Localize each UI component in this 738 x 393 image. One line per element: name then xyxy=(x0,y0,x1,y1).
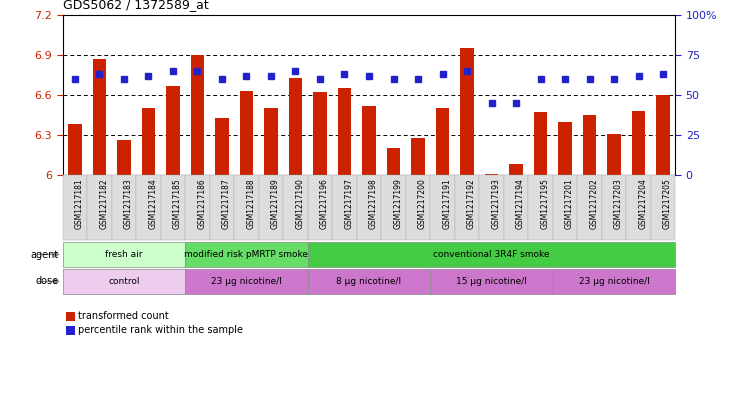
Bar xyxy=(210,175,234,240)
Bar xyxy=(68,124,82,175)
Bar xyxy=(289,78,303,175)
Text: GSM1217194: GSM1217194 xyxy=(516,178,525,229)
Bar xyxy=(137,175,161,240)
Bar xyxy=(259,175,283,240)
Bar xyxy=(313,92,327,175)
Bar xyxy=(308,242,675,267)
Text: GSM1217191: GSM1217191 xyxy=(443,178,452,229)
Text: GSM1217183: GSM1217183 xyxy=(124,178,133,229)
Bar xyxy=(504,175,528,240)
Bar xyxy=(356,175,382,240)
Text: control: control xyxy=(108,277,139,286)
Bar xyxy=(283,175,308,240)
Text: 23 μg nicotine/l: 23 μg nicotine/l xyxy=(211,277,282,286)
Text: modified risk pMRTP smoke: modified risk pMRTP smoke xyxy=(184,250,308,259)
Text: GSM1217188: GSM1217188 xyxy=(246,178,255,229)
Text: GSM1217196: GSM1217196 xyxy=(320,178,329,229)
Bar xyxy=(577,175,601,240)
Text: GSM1217201: GSM1217201 xyxy=(565,178,574,229)
Text: 8 μg nicotine/l: 8 μg nicotine/l xyxy=(337,277,401,286)
Text: conventional 3R4F smoke: conventional 3R4F smoke xyxy=(433,250,550,259)
Bar xyxy=(142,108,155,175)
Bar xyxy=(534,112,548,175)
Text: GSM1217192: GSM1217192 xyxy=(467,178,476,229)
Bar xyxy=(161,175,185,240)
Bar xyxy=(607,134,621,175)
Text: GSM1217189: GSM1217189 xyxy=(271,178,280,229)
Text: GSM1217185: GSM1217185 xyxy=(173,178,182,229)
Text: dose: dose xyxy=(36,277,59,286)
Text: GSM1217181: GSM1217181 xyxy=(75,178,84,229)
Text: percentile rank within the sample: percentile rank within the sample xyxy=(78,325,244,335)
Bar xyxy=(382,175,406,240)
Bar xyxy=(656,95,670,175)
Bar xyxy=(185,269,308,294)
Text: GSM1217199: GSM1217199 xyxy=(393,178,402,229)
Bar xyxy=(185,242,308,267)
Text: GDS5062 / 1372589_at: GDS5062 / 1372589_at xyxy=(63,0,208,11)
Text: GSM1217198: GSM1217198 xyxy=(369,178,378,229)
Bar xyxy=(509,164,523,175)
Bar xyxy=(435,108,449,175)
Bar xyxy=(430,175,455,240)
Text: GSM1217203: GSM1217203 xyxy=(614,178,623,229)
Bar xyxy=(485,174,498,175)
Bar xyxy=(455,175,479,240)
Bar xyxy=(479,175,504,240)
Text: agent: agent xyxy=(31,250,59,259)
Bar xyxy=(234,175,259,240)
Bar xyxy=(430,269,553,294)
Bar xyxy=(63,269,185,294)
Bar xyxy=(166,86,180,175)
Text: GSM1217204: GSM1217204 xyxy=(638,178,647,229)
Bar xyxy=(583,115,596,175)
Text: GSM1217202: GSM1217202 xyxy=(590,178,599,229)
Bar xyxy=(362,106,376,175)
Bar xyxy=(601,175,627,240)
Bar xyxy=(553,269,675,294)
Bar xyxy=(558,122,572,175)
Bar xyxy=(651,175,675,240)
Text: GSM1217195: GSM1217195 xyxy=(540,178,550,229)
Bar xyxy=(264,108,277,175)
Text: 15 μg nicotine/l: 15 μg nicotine/l xyxy=(456,277,527,286)
Bar xyxy=(632,111,645,175)
Bar xyxy=(240,91,253,175)
Bar xyxy=(190,55,204,175)
Bar xyxy=(528,175,553,240)
Bar xyxy=(111,175,137,240)
Text: GSM1217190: GSM1217190 xyxy=(295,178,305,229)
Bar xyxy=(308,175,332,240)
Text: 23 μg nicotine/l: 23 μg nicotine/l xyxy=(579,277,649,286)
Bar xyxy=(215,118,229,175)
Bar xyxy=(308,269,430,294)
Text: GSM1217182: GSM1217182 xyxy=(100,178,108,229)
Bar xyxy=(627,175,651,240)
Bar xyxy=(338,88,351,175)
Bar xyxy=(63,242,185,267)
Bar xyxy=(87,175,111,240)
Bar xyxy=(117,140,131,175)
Bar xyxy=(185,175,210,240)
Bar xyxy=(332,175,356,240)
Bar xyxy=(461,48,474,175)
Text: GSM1217205: GSM1217205 xyxy=(663,178,672,229)
Text: GSM1217184: GSM1217184 xyxy=(148,178,157,229)
Text: GSM1217186: GSM1217186 xyxy=(198,178,207,229)
Bar xyxy=(93,59,106,175)
Text: GSM1217187: GSM1217187 xyxy=(222,178,231,229)
Text: fresh air: fresh air xyxy=(106,250,142,259)
Text: GSM1217197: GSM1217197 xyxy=(345,178,354,229)
Text: GSM1217200: GSM1217200 xyxy=(418,178,427,229)
Bar xyxy=(63,175,87,240)
Text: transformed count: transformed count xyxy=(78,311,169,321)
Bar xyxy=(387,148,400,175)
Bar xyxy=(406,175,430,240)
Bar xyxy=(553,175,577,240)
Text: GSM1217193: GSM1217193 xyxy=(492,178,500,229)
Bar xyxy=(411,138,425,175)
